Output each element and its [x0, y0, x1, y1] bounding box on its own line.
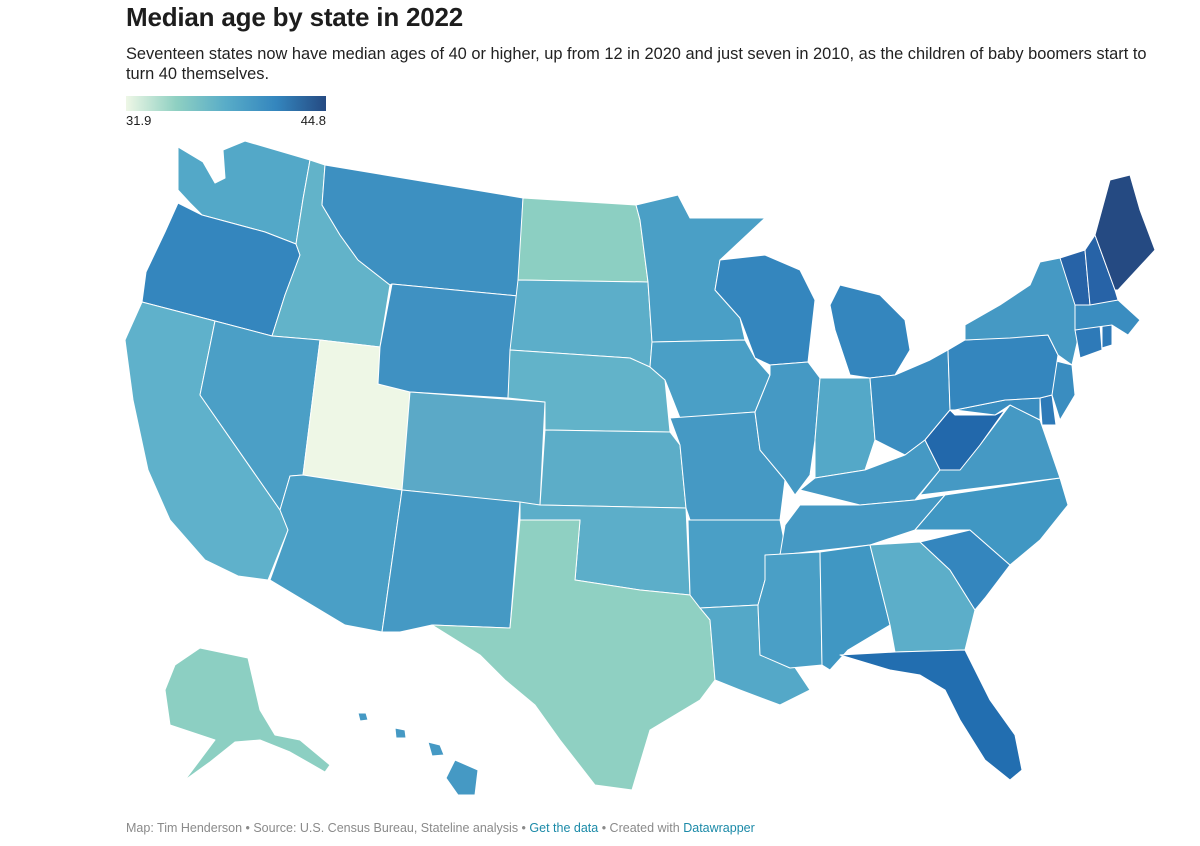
state-HI-big-island[interactable] [445, 759, 479, 796]
footer-credit-text: Map: Tim Henderson • Source: U.S. Census… [126, 821, 526, 835]
state-MS[interactable] [757, 551, 823, 669]
state-WV[interactable] [924, 409, 1006, 471]
state-NH[interactable] [1084, 234, 1119, 306]
color-legend: 31.9 44.8 [126, 96, 326, 129]
state-AZ[interactable] [269, 474, 403, 633]
state-TX[interactable] [431, 519, 716, 791]
state-NM[interactable] [381, 489, 521, 633]
state-ME[interactable] [1094, 174, 1156, 291]
state-HI-kauai[interactable] [357, 712, 369, 722]
state-HI-maui[interactable] [427, 741, 445, 757]
state-CO[interactable] [401, 391, 546, 506]
footer-created-with: • Created with [601, 821, 680, 835]
state-RI[interactable] [1101, 324, 1113, 349]
state-ND[interactable] [517, 197, 649, 283]
get-the-data-link[interactable]: Get the data [529, 821, 599, 835]
map-subtitle: Seventeen states now have median ages of… [126, 45, 1147, 83]
state-FL[interactable] [839, 649, 1023, 781]
state-KS[interactable] [539, 429, 687, 509]
legend-min-label: 31.9 [126, 113, 152, 128]
state-IN[interactable] [814, 377, 876, 479]
state-NC[interactable] [914, 477, 1069, 566]
legend-gradient-bar [126, 96, 326, 111]
footer-credits: Map: Tim Henderson • Source: U.S. Census… [126, 821, 755, 835]
datawrapper-link[interactable]: Datawrapper [683, 821, 755, 835]
map-title: Median age by state in 2022 [126, 2, 464, 32]
state-HI-oahu[interactable] [394, 727, 407, 739]
legend-max-label: 44.8 [300, 113, 326, 128]
state-IL[interactable] [754, 361, 821, 496]
state-WY[interactable] [377, 283, 519, 399]
legend-labels: 31.9 44.8 [126, 113, 326, 129]
state-AK[interactable] [164, 647, 331, 781]
state-MI[interactable] [829, 284, 911, 379]
